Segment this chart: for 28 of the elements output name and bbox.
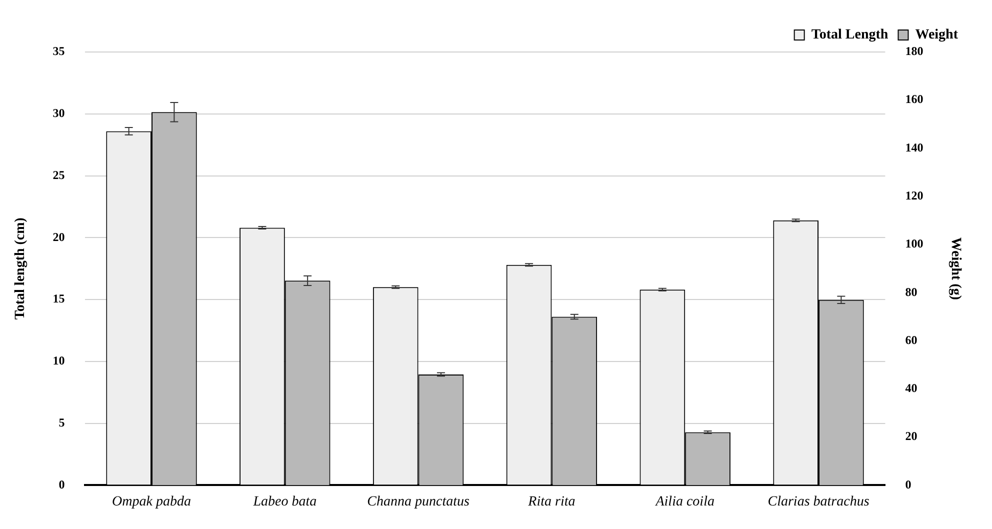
y-tick-label: 15: [52, 292, 65, 306]
y-tick-label: 35: [52, 44, 65, 58]
y2-tick-label: 80: [905, 284, 918, 299]
x-tick-label: Clarias batrachus: [768, 494, 870, 510]
y2-tick-label: 180: [905, 44, 924, 58]
x-tick-label: Rita rita: [527, 494, 576, 510]
y2-tick-label: 120: [905, 188, 924, 202]
y2-tick-label: 160: [905, 92, 924, 106]
y-tick-label: 0: [58, 477, 65, 492]
y-tick-label: 30: [52, 106, 65, 120]
y-axis-title: Total length (cm): [13, 217, 28, 320]
x-tick-label: Labeo bata: [252, 494, 317, 510]
y-tick-label: 25: [52, 168, 65, 182]
legend-label: Weight: [915, 28, 958, 43]
y2-tick-label: 20: [905, 429, 918, 444]
y-tick-label: 10: [52, 354, 65, 368]
y2-axis-title: Weight (g): [948, 237, 963, 300]
x-tick-label: Channa punctatus: [367, 494, 470, 510]
y2-tick-label: 60: [905, 332, 918, 347]
y2-tick-label: 0: [905, 477, 912, 492]
y2-tick-label: 140: [905, 140, 924, 154]
y-tick-label: 20: [52, 230, 65, 244]
x-tick-label: Ailia coila: [654, 494, 714, 510]
legend-label: Total Length: [811, 28, 888, 43]
x-tick-label: Ompak pabda: [112, 494, 191, 510]
y2-tick-label: 40: [905, 381, 918, 396]
y-tick-label: 5: [58, 415, 65, 430]
y2-tick-label: 100: [905, 236, 924, 251]
